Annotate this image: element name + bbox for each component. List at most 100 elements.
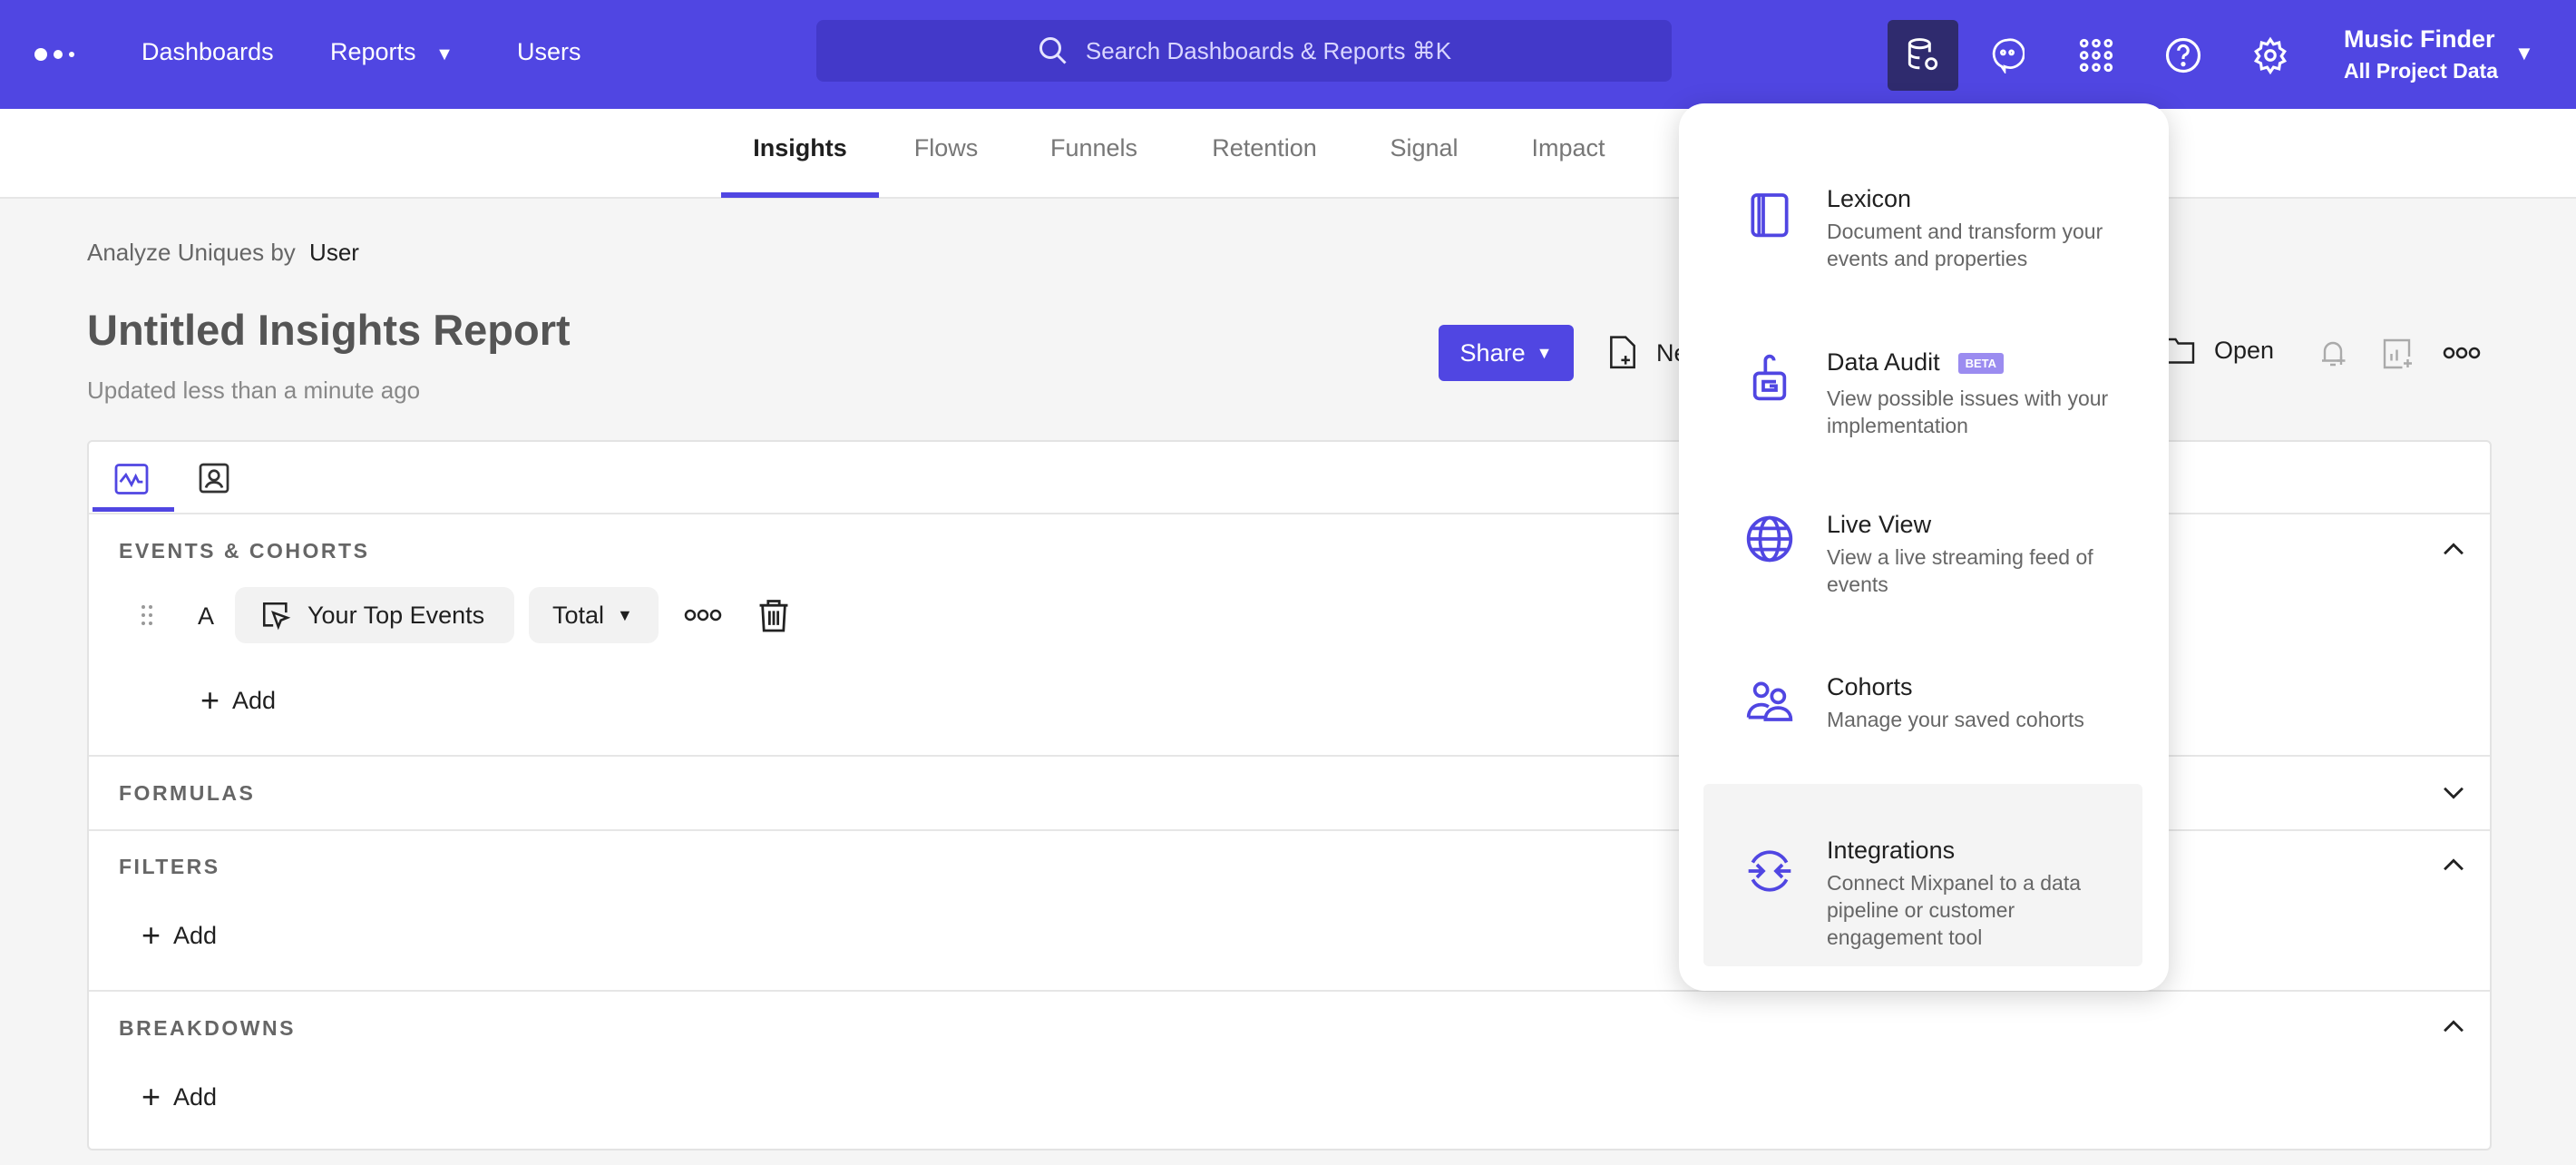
updated-text: Updated less than a minute ago [87, 377, 421, 404]
report-type-tabs: Insights Flows Funnels Retention Signal … [0, 109, 2576, 199]
tab-signal[interactable]: Signal [1390, 134, 1459, 162]
tab-flows[interactable]: Flows [913, 134, 979, 162]
cursor-click-icon [262, 602, 291, 631]
measure-label: Total [552, 601, 605, 629]
menu-item-data-audit[interactable]: Data Audit BETA View possible issues with… [1679, 330, 2169, 466]
analyze-by[interactable]: Analyze Uniques by User [87, 239, 359, 267]
help-icon [2165, 37, 2201, 73]
menu-item-title: Lexicon [1827, 185, 1912, 212]
filters-section-header[interactable]: FILTERS [119, 855, 220, 878]
data-management-button[interactable] [1888, 20, 1958, 91]
add-breakdown-button[interactable]: + Add [141, 1078, 217, 1116]
integrations-icon [1748, 850, 1791, 892]
search-icon [1039, 37, 1067, 64]
add-label: Add [173, 1082, 218, 1111]
event-row-letter: A [198, 602, 215, 630]
tab-impact[interactable]: Impact [1531, 134, 1605, 162]
menu-item-description: Document and transform your events and p… [1827, 220, 2103, 270]
analyze-value[interactable]: User [309, 239, 359, 266]
menu-item-title: Live View [1827, 511, 1932, 538]
logo-icon[interactable] [34, 47, 76, 62]
top-bar: Dashboards Reports ▼ Users Search Dashbo… [0, 0, 2576, 109]
nav-dashboards[interactable]: Dashboards [141, 38, 274, 65]
search-input[interactable]: Search Dashboards & Reports ⌘K [816, 20, 1672, 82]
help-button[interactable] [2148, 20, 2219, 91]
divider [89, 513, 2490, 514]
caret-down-icon: ▼ [617, 605, 633, 624]
menu-item-cohorts[interactable]: Cohorts Manage your saved cohorts [1679, 657, 2169, 775]
chevron-down-icon[interactable] [2438, 777, 2469, 808]
divider [89, 755, 2490, 757]
page-title[interactable]: Untitled Insights Report [87, 306, 571, 354]
menu-item-description: View possible issues with your implement… [1827, 387, 2109, 437]
active-tab-indicator [721, 192, 879, 198]
menu-item-description: View a live streaming feed of events [1827, 545, 2093, 596]
menu-item-live-view[interactable]: Live View View a live streaming feed of … [1679, 494, 2169, 630]
add-label: Add [232, 686, 277, 714]
alert-bell-icon[interactable] [2317, 337, 2349, 371]
breakdowns-section-header[interactable]: BREAKDOWNS [119, 1016, 296, 1040]
drag-handle-icon[interactable] [140, 603, 154, 627]
add-filter-button[interactable]: + Add [141, 916, 217, 955]
book-icon [1751, 193, 1789, 238]
event-name: Your Top Events [307, 601, 485, 629]
tab-insights[interactable]: Insights [753, 134, 847, 162]
lock-audit-icon [1752, 354, 1787, 401]
divider [89, 829, 2490, 831]
apps-grid-icon [2079, 38, 2113, 73]
menu-item-title: Data Audit [1827, 348, 1940, 376]
caret-down-icon[interactable]: ▼ [2514, 42, 2534, 64]
chevron-up-icon[interactable] [2438, 534, 2469, 565]
add-to-dashboard-icon[interactable] [2382, 337, 2415, 371]
project-selector[interactable]: Music Finder All Project Data [2344, 25, 2498, 83]
plus-icon: + [200, 681, 220, 719]
nav-users[interactable]: Users [517, 38, 581, 65]
menu-item-description: Connect Mixpanel to a data pipeline or c… [1827, 871, 2082, 949]
caret-down-icon: ▼ [1536, 343, 1553, 362]
menu-item-integrations[interactable]: Integrations Connect Mixpanel to a data … [1679, 820, 2169, 965]
users-view-icon[interactable] [198, 462, 230, 494]
search-placeholder: Search Dashboards & Reports ⌘K [1085, 36, 1452, 64]
nav-reports-label: Reports [330, 38, 416, 65]
tab-funnels[interactable]: Funnels [1049, 134, 1138, 162]
analyze-label: Analyze Uniques by [87, 239, 296, 266]
project-scope: All Project Data [2344, 59, 2498, 83]
formulas-section-header[interactable]: FORMULAS [119, 781, 256, 805]
trash-icon[interactable] [758, 598, 789, 632]
project-name: Music Finder [2344, 25, 2495, 53]
data-management-icon [1908, 38, 1938, 71]
new-file-icon [1610, 336, 1635, 369]
divider [89, 990, 2490, 992]
more-options-icon[interactable] [2443, 345, 2481, 361]
open-button[interactable]: Open [2163, 336, 2274, 365]
menu-item-lexicon[interactable]: Lexicon Document and transform your even… [1679, 167, 2169, 303]
chevron-up-icon[interactable] [2438, 850, 2469, 881]
more-options-icon[interactable] [684, 607, 722, 623]
chat-button[interactable] [1972, 20, 2043, 91]
plus-icon: + [141, 916, 161, 954]
caret-down-icon: ▼ [435, 44, 454, 64]
add-label: Add [173, 921, 218, 949]
share-button[interactable]: Share ▼ [1439, 325, 1574, 381]
add-event-button[interactable]: + Add [200, 681, 276, 720]
apps-button[interactable] [2061, 20, 2132, 91]
open-label: Open [2214, 336, 2275, 364]
chart-view-icon[interactable] [114, 464, 149, 494]
beta-badge: BETA [1957, 353, 2005, 375]
chat-icon [1992, 38, 2025, 73]
settings-icon [2253, 36, 2288, 74]
tab-retention[interactable]: Retention [1212, 134, 1317, 162]
events-section-header[interactable]: EVENTS & COHORTS [119, 539, 370, 563]
menu-item-highlight [1703, 784, 2142, 966]
measure-selector[interactable]: Total ▼ [529, 587, 659, 643]
chevron-up-icon[interactable] [2438, 1012, 2469, 1043]
globe-icon [1746, 515, 1793, 563]
menu-item-description: Manage your saved cohorts [1827, 708, 2084, 731]
menu-item-title: Integrations [1827, 837, 1956, 864]
settings-button[interactable] [2235, 20, 2306, 91]
event-selector[interactable]: Your Top Events [235, 587, 514, 643]
share-label: Share [1459, 338, 1526, 367]
plus-icon: + [141, 1078, 161, 1115]
nav-reports[interactable]: Reports ▼ [330, 38, 454, 66]
active-view-indicator [93, 507, 174, 512]
